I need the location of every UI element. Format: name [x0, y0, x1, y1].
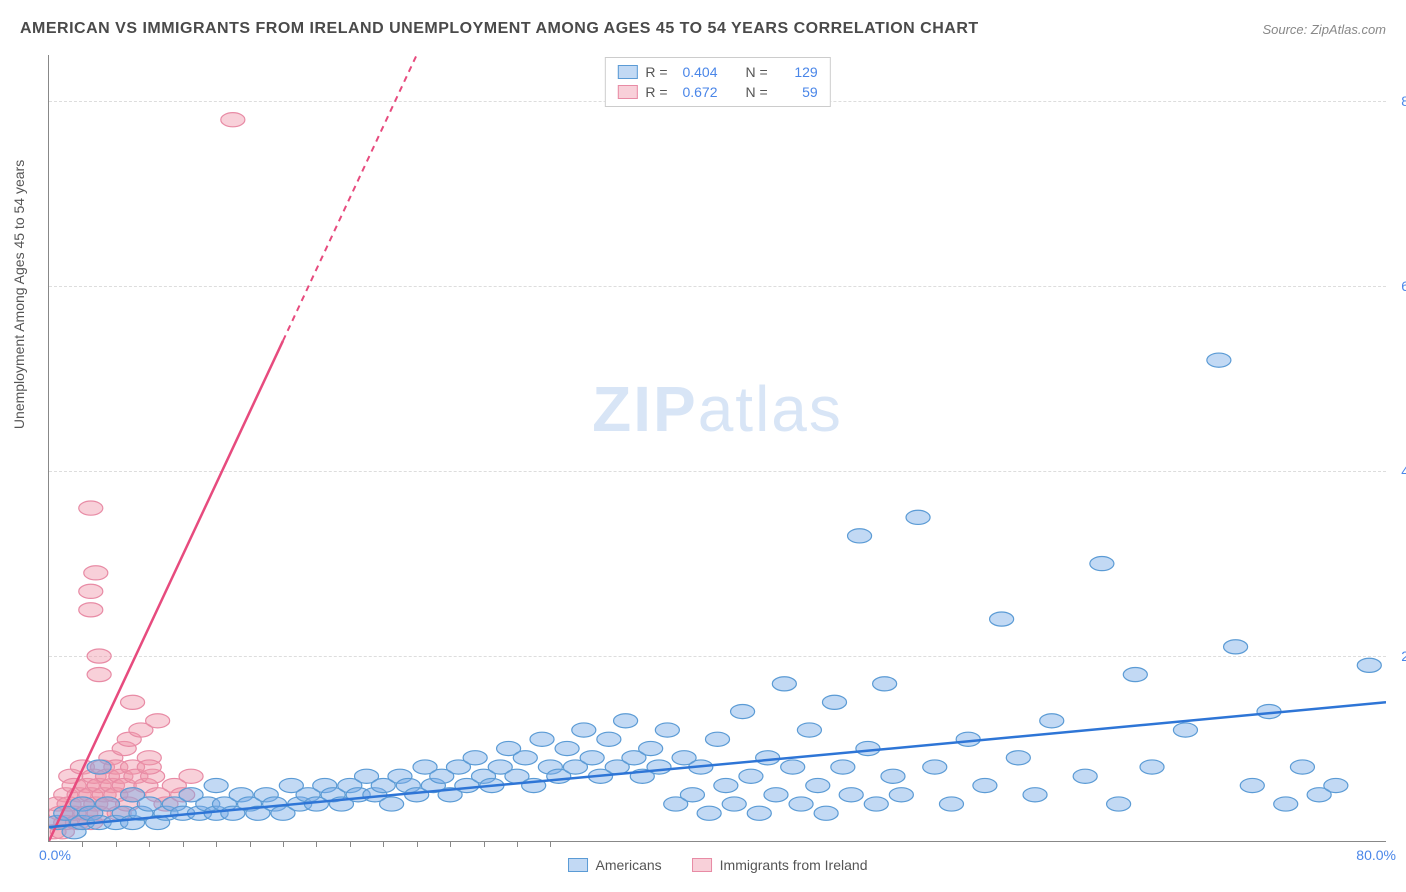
n-value-pink: 59	[776, 84, 818, 100]
legend-label-blue: Americans	[596, 857, 662, 873]
swatch-pink	[617, 85, 637, 99]
x-tick	[250, 841, 251, 847]
r-label: R =	[645, 84, 667, 100]
legend-item-blue: Americans	[568, 857, 662, 873]
x-tick	[216, 841, 217, 847]
swatch-blue	[568, 858, 588, 872]
x-tick	[82, 841, 83, 847]
n-label: N =	[746, 64, 768, 80]
r-value-pink: 0.672	[676, 84, 718, 100]
swatch-pink	[692, 858, 712, 872]
x-tick	[550, 841, 551, 847]
plot-box: Unemployment Among Ages 45 to 54 years 0…	[48, 55, 1386, 842]
scatter-plot	[49, 55, 1386, 841]
correlation-legend: R = 0.404 N = 129 R = 0.672 N = 59	[604, 57, 830, 107]
y-axis-title: Unemployment Among Ages 45 to 54 years	[11, 160, 27, 429]
x-tick	[283, 841, 284, 847]
y-tick-label: 20.0%	[1401, 648, 1406, 664]
source-label: Source: ZipAtlas.com	[1262, 22, 1386, 37]
legend-row-blue: R = 0.404 N = 129	[617, 62, 817, 82]
y-tick-label: 60.0%	[1401, 278, 1406, 294]
legend-label-pink: Immigrants from Ireland	[720, 857, 868, 873]
chart-title: AMERICAN VS IMMIGRANTS FROM IRELAND UNEM…	[20, 20, 979, 38]
x-tick	[417, 841, 418, 847]
x-tick	[183, 841, 184, 847]
x-tick	[149, 841, 150, 847]
x-tick	[484, 841, 485, 847]
series-legend: Americans Immigrants from Ireland	[568, 857, 868, 873]
legend-row-pink: R = 0.672 N = 59	[617, 82, 817, 102]
x-tick	[450, 841, 451, 847]
x-tick	[383, 841, 384, 847]
chart-area: Unemployment Among Ages 45 to 54 years 0…	[48, 55, 1386, 842]
x-axis-min-label: 0.0%	[39, 847, 71, 863]
x-axis-max-label: 80.0%	[1356, 847, 1396, 863]
legend-item-pink: Immigrants from Ireland	[692, 857, 868, 873]
swatch-blue	[617, 65, 637, 79]
x-tick	[517, 841, 518, 847]
x-tick	[316, 841, 317, 847]
n-value-blue: 129	[776, 64, 818, 80]
y-tick-label: 80.0%	[1401, 93, 1406, 109]
x-tick	[116, 841, 117, 847]
r-value-blue: 0.404	[676, 64, 718, 80]
n-label: N =	[746, 84, 768, 100]
r-label: R =	[645, 64, 667, 80]
x-tick	[350, 841, 351, 847]
y-tick-label: 40.0%	[1401, 463, 1406, 479]
